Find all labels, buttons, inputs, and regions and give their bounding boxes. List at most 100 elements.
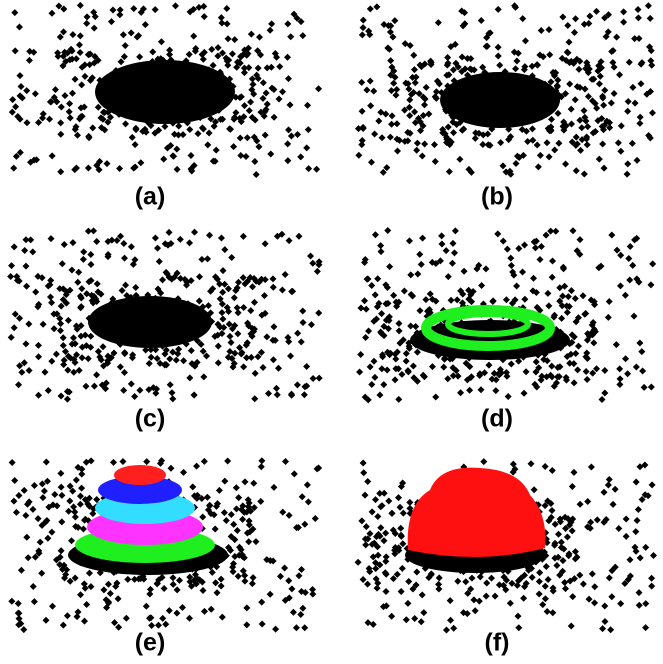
point [230, 521, 237, 528]
point [491, 370, 498, 377]
point [228, 339, 235, 346]
point [416, 251, 423, 258]
point [630, 313, 637, 320]
point [32, 90, 39, 97]
point [648, 383, 655, 390]
point [298, 338, 305, 345]
point [58, 103, 65, 110]
point [410, 52, 417, 59]
point [241, 102, 248, 109]
point [228, 511, 235, 518]
point [273, 385, 280, 392]
point [41, 487, 48, 494]
point [555, 531, 562, 538]
point [45, 387, 52, 394]
point [31, 482, 38, 489]
point [613, 34, 620, 41]
point [204, 255, 211, 262]
point [48, 358, 55, 365]
point [249, 580, 256, 587]
point [208, 46, 215, 53]
point [395, 494, 402, 501]
point [591, 599, 598, 606]
point [212, 579, 219, 586]
point [601, 390, 608, 397]
point [78, 485, 85, 492]
point [83, 601, 90, 608]
point [136, 53, 143, 60]
point [478, 282, 485, 289]
point [392, 356, 399, 363]
point [581, 85, 588, 92]
point [124, 576, 131, 583]
point [262, 240, 269, 247]
point [9, 109, 16, 116]
point [624, 160, 631, 167]
point [413, 147, 420, 154]
blobs [68, 60, 570, 575]
point [276, 63, 283, 70]
point [288, 585, 295, 592]
point [196, 273, 203, 280]
point [545, 576, 552, 583]
point [581, 171, 588, 178]
point [590, 339, 597, 346]
point [294, 381, 301, 388]
point [58, 484, 65, 491]
point [367, 363, 374, 370]
point [307, 253, 314, 260]
point [194, 130, 201, 137]
point [580, 580, 587, 587]
point [204, 141, 211, 148]
point [35, 342, 42, 349]
point [70, 369, 77, 376]
point [74, 613, 81, 620]
point [231, 294, 238, 301]
point [284, 54, 291, 61]
point [299, 605, 306, 612]
panel-label: (a) [135, 183, 166, 211]
point [239, 516, 246, 523]
point [565, 39, 572, 46]
point [189, 483, 196, 490]
point [81, 73, 88, 80]
point [64, 396, 71, 403]
point [378, 248, 385, 255]
point [215, 44, 222, 51]
point [357, 351, 364, 358]
figure: (a) (b) (c) (d) (e) (f) [0, 0, 663, 664]
point [272, 626, 279, 633]
point [117, 363, 124, 370]
point [418, 618, 425, 625]
point [275, 365, 282, 372]
point [575, 343, 582, 350]
point [360, 459, 367, 466]
point [299, 308, 306, 315]
point [64, 612, 71, 619]
point [406, 112, 413, 119]
point [73, 477, 80, 484]
point [398, 533, 405, 540]
point [118, 58, 125, 65]
point [403, 358, 410, 365]
point [249, 81, 256, 88]
point [274, 391, 281, 398]
point [449, 240, 456, 247]
point [279, 509, 286, 516]
point [214, 589, 221, 596]
point [601, 367, 608, 374]
point [58, 547, 65, 554]
point [477, 573, 484, 580]
point [60, 622, 67, 629]
point [132, 141, 139, 148]
point [535, 163, 542, 170]
point [614, 247, 621, 254]
point [392, 376, 399, 383]
panel-label: (c) [135, 405, 166, 433]
point [568, 287, 575, 294]
point [617, 252, 624, 259]
point [357, 304, 364, 311]
dense-core [95, 60, 235, 124]
point [533, 358, 540, 365]
point [180, 469, 187, 476]
